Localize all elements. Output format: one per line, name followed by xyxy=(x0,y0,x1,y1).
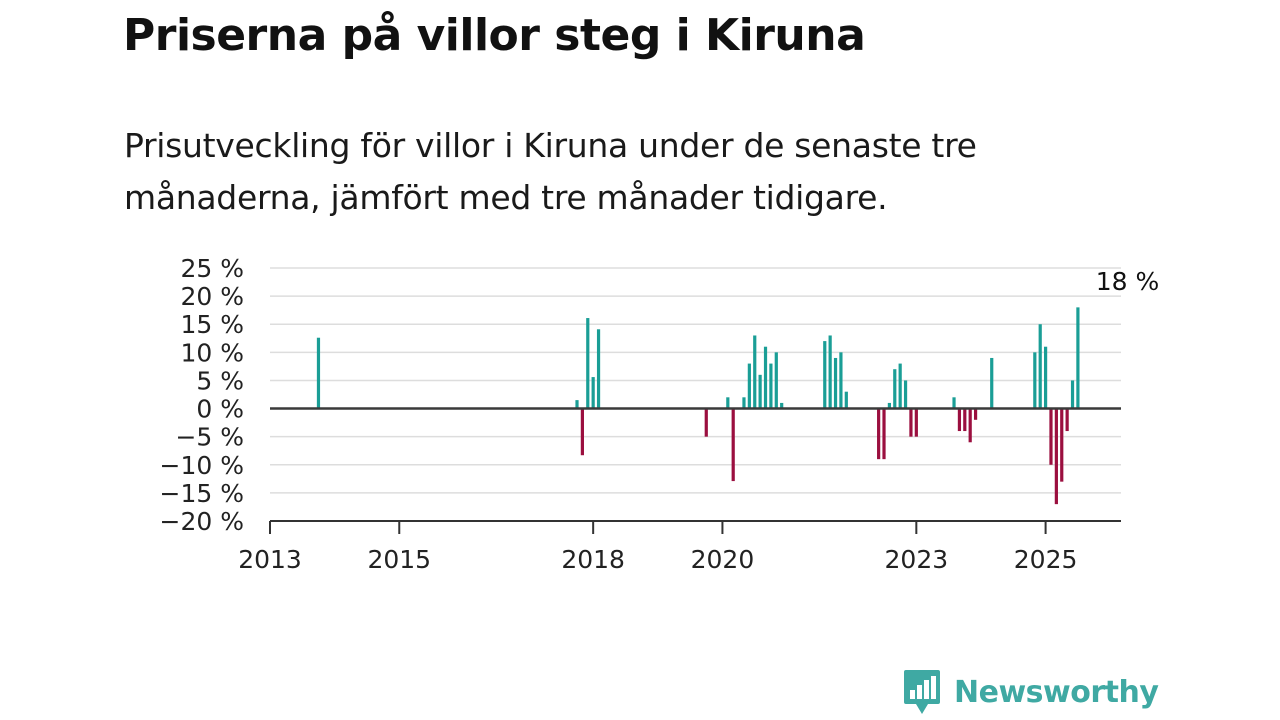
y-tick-label: −5 % xyxy=(175,423,244,452)
bar xyxy=(1033,352,1037,409)
latest-value-label: 18 % xyxy=(1096,267,1160,296)
axes xyxy=(269,407,1121,534)
x-tick-label: 2018 xyxy=(561,545,625,574)
bar xyxy=(586,318,590,409)
bar xyxy=(990,357,994,409)
brand-name: Newsworthy xyxy=(954,674,1159,710)
y-tick-label: 25 % xyxy=(180,254,244,283)
y-tick-label: 0 % xyxy=(196,395,244,424)
y-tick-label: −20 % xyxy=(160,507,244,536)
bar xyxy=(1060,408,1064,482)
bar xyxy=(877,408,881,460)
bar xyxy=(882,408,886,460)
bar xyxy=(823,341,827,409)
y-tick-label: 20 % xyxy=(180,282,244,311)
chart-title: Priserna på villor steg i Kiruna xyxy=(123,10,866,61)
bar xyxy=(828,335,832,409)
x-tick-label: 2025 xyxy=(1014,545,1078,574)
y-tick-label: 10 % xyxy=(180,338,244,367)
bar xyxy=(973,408,978,420)
bar xyxy=(903,380,908,409)
bar xyxy=(963,408,967,432)
tick-labels: 25 %20 %15 %10 %5 %0 %−5 %−10 %−15 %−20 … xyxy=(160,254,1160,574)
bar xyxy=(1070,380,1075,409)
bar xyxy=(316,337,321,409)
y-tick-label: −15 % xyxy=(160,479,244,508)
bars xyxy=(316,307,1080,505)
bar xyxy=(742,397,746,409)
bar xyxy=(575,400,579,409)
bar xyxy=(731,408,735,482)
x-tick-label: 2023 xyxy=(885,545,949,574)
bar xyxy=(1043,346,1048,409)
bar xyxy=(596,329,601,409)
bar xyxy=(833,357,838,409)
bar xyxy=(763,346,768,409)
bar xyxy=(591,377,595,409)
bar xyxy=(1049,408,1053,465)
bar xyxy=(887,402,891,409)
bar xyxy=(914,408,918,437)
bar xyxy=(898,363,902,409)
bar xyxy=(968,408,972,443)
bar xyxy=(1038,324,1042,409)
bar xyxy=(580,408,584,456)
y-tick-label: −10 % xyxy=(160,451,244,480)
grid-lines xyxy=(270,267,1121,494)
newsworthy-logo-icon xyxy=(904,670,940,714)
bar xyxy=(726,397,730,409)
y-tick-label: 5 % xyxy=(196,366,244,395)
x-tick-label: 2013 xyxy=(238,545,302,574)
brand-logo: Newsworthy xyxy=(902,668,1159,716)
y-tick-label: 15 % xyxy=(180,310,244,339)
chart-subtitle: Prisutveckling för villor i Kiruna under… xyxy=(124,126,977,217)
bar xyxy=(1054,408,1058,505)
bar xyxy=(747,363,751,409)
bar xyxy=(844,391,848,409)
bar xyxy=(753,335,757,409)
bar xyxy=(780,402,784,409)
bar xyxy=(909,408,913,437)
bar xyxy=(774,352,778,409)
bar xyxy=(704,408,708,437)
bar xyxy=(957,408,962,432)
bar xyxy=(952,397,956,409)
bar xyxy=(758,374,762,409)
x-tick-label: 2020 xyxy=(691,545,755,574)
bar xyxy=(769,363,773,409)
bar xyxy=(839,352,843,409)
bar xyxy=(1065,408,1069,432)
bar xyxy=(893,369,897,409)
bar xyxy=(1076,307,1080,409)
x-tick-label: 2015 xyxy=(367,545,431,574)
